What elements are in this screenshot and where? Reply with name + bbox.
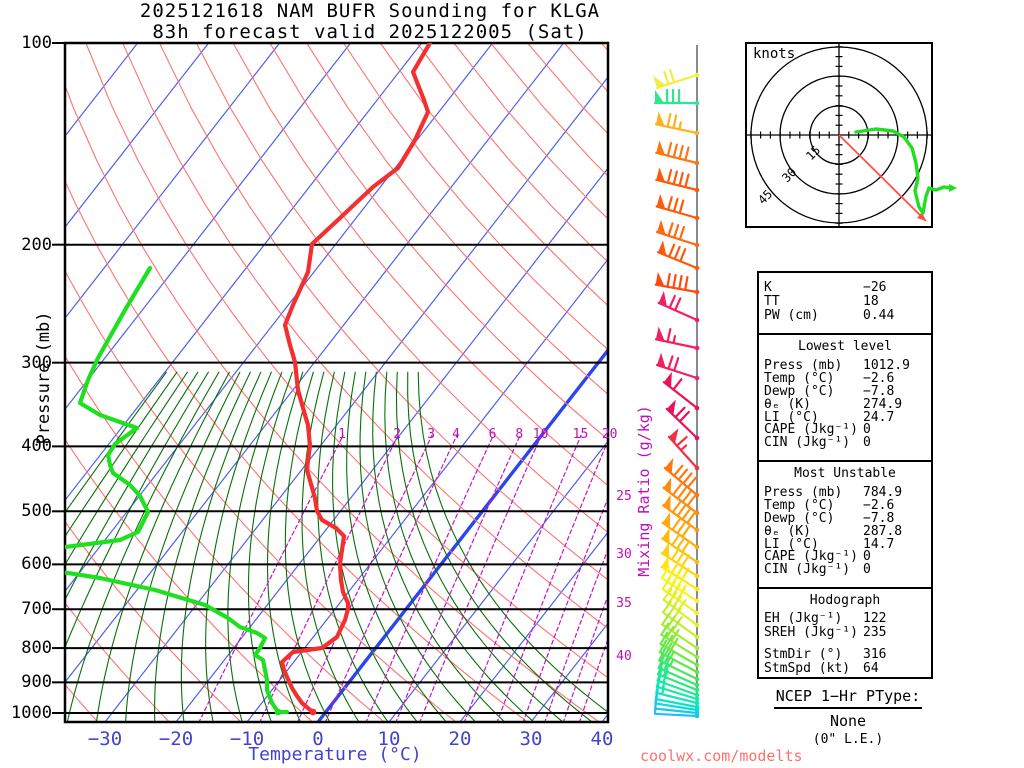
pressure-axis-title: Pressure (mb): [34, 311, 54, 445]
stats-lowest-level: Lowest level Press (mb) 1012.9 Temp (°C) −2.…: [759, 333, 931, 460]
mixing-ratio-axis-title: Mixing Ratio (g/kg): [635, 405, 653, 577]
temperature-axis-title: Temperature (°C): [248, 744, 422, 765]
pressure-tick-200: 200: [21, 234, 52, 255]
stats-row: CAPE (Jkg⁻¹) 0: [764, 549, 871, 565]
chart-title: 2025121618 NAM BUFR Sounding for KLGA 83…: [60, 1, 680, 43]
surface-temp-dot: [309, 708, 317, 716]
stats-row: K −26: [764, 280, 887, 295]
hodograph-units-label: knots: [753, 46, 796, 62]
pressure-tick-1000: 1000: [11, 703, 52, 723]
stats-row: Temp (°C) −2.6: [764, 497, 895, 513]
stats-row: StmDir (°) 316: [764, 647, 887, 662]
stats-row: TT 18: [764, 294, 879, 309]
mixing-label-6: 6: [488, 427, 497, 442]
stats-row: LI (°C) 24.7: [764, 409, 895, 425]
stats-row: CAPE (Jkg⁻¹) 0: [764, 422, 871, 438]
hodograph: [745, 42, 957, 228]
dewpoint-curve: [65, 570, 290, 715]
mixing-label-3: 3: [427, 427, 436, 442]
pressure-tick-400: 400: [21, 436, 52, 457]
stats-indices: K −26 TT 18 PW (cm) 0.44: [759, 273, 931, 333]
stats-row: Dewp (°C) −7.8: [764, 383, 895, 399]
stats-row: Temp (°C) −2.6: [764, 370, 895, 386]
stats-row: Press (mb) 1012.9: [764, 358, 910, 373]
stats-row: SREH (Jkg⁻¹) 235: [764, 625, 887, 640]
stats-row: LI (°C) 14.7: [764, 536, 895, 552]
mixing-label-4: 4: [452, 427, 460, 442]
mixing-label-8: 8: [515, 427, 524, 442]
surface-dewp-dot: [274, 708, 282, 716]
ptype-title: NCEP 1−Hr PType:: [773, 687, 923, 709]
pressure-tick-800: 800: [21, 638, 52, 659]
stats-row: Press (mb) 784.9: [764, 485, 903, 500]
stats-section-title: Lowest level: [798, 339, 892, 354]
plot-background: [65, 43, 608, 722]
dewpoint-curve: [65, 265, 153, 550]
pressure-tick-700: 700: [21, 599, 52, 620]
ptype-detail: (0" L.E.): [812, 732, 884, 747]
mixing-label-25: 25: [616, 489, 632, 504]
pressure-tick-500: 500: [21, 501, 52, 522]
stats-section-title: Hodograph: [809, 593, 881, 608]
stats-row: PW (cm) 0.44: [764, 308, 895, 323]
hodograph-trace: [854, 127, 953, 215]
mixing-label-40: 40: [616, 649, 632, 664]
temperature-curve: [279, 43, 433, 715]
stats-row: θₑ (K) 274.9: [764, 396, 903, 412]
temp-tick-40: 40: [590, 728, 614, 750]
stats-row: StmSpd (kt) 64: [764, 661, 879, 676]
stats-most-unstable: Most Unstable Press (mb) 784.9 Temp (°C) −2.…: [759, 460, 931, 587]
temp-tick--30: −30: [87, 728, 123, 750]
temp-tick-10: 10: [377, 728, 401, 750]
stats-hodograph: Hodograph EH (Jkg⁻¹) 122 SREH (Jkg⁻¹) 235 Stm…: [759, 587, 931, 677]
watermark: coolwx.com/modelts: [640, 747, 803, 765]
pressure-tick-600: 600: [21, 554, 52, 575]
chart-title-line1: 2025121618 NAM BUFR Sounding for KLGA: [139, 0, 601, 22]
ptype-panel: NCEP 1−Hr PType: None (0" L.E.): [740, 686, 956, 747]
stats-row: θₑ (K) 287.8: [764, 523, 903, 539]
mixing-label-10: 10: [532, 427, 549, 442]
pressure-tick-100: 100: [21, 33, 52, 53]
mixing-label-30: 30: [616, 547, 632, 562]
mixing-label-1: 1: [338, 427, 346, 442]
stats-row: CIN (Jkg⁻¹) 0: [764, 435, 871, 451]
wind-barbs: [653, 68, 700, 719]
mixing-label-2: 2: [393, 427, 402, 442]
temp-tick--10: −10: [229, 728, 265, 750]
mixing-label-20: 20: [601, 427, 618, 442]
stats-section-title: Most Unstable: [794, 466, 896, 481]
storm-motion-vector: [838, 134, 927, 222]
stats-row: CIN (Jkg⁻¹) 0: [764, 562, 871, 578]
chart-title-line2: 83h forecast valid 2025122005 (Sat): [152, 21, 588, 43]
stats-row: EH (Jkg⁻¹) 122: [764, 611, 887, 626]
mixing-label-15: 15: [572, 427, 589, 442]
pressure-tick-300: 300: [21, 352, 52, 373]
stats-panel: K −26 TT 18 PW (cm) 0.44 Lowest level Press (mb…: [757, 271, 933, 679]
temp-tick-0: 0: [312, 728, 324, 750]
temp-tick-30: 30: [519, 728, 543, 750]
pressure-tick-900: 900: [21, 672, 52, 693]
mixing-label-35: 35: [616, 596, 632, 611]
temp-tick--20: −20: [158, 728, 194, 750]
temp-tick-20: 20: [448, 728, 472, 750]
ptype-value: None: [829, 712, 867, 730]
stats-row: Dewp (°C) −7.8: [764, 510, 895, 526]
